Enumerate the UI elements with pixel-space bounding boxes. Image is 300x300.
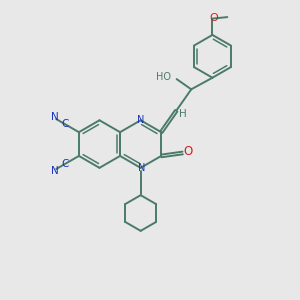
Text: C: C [61,159,69,169]
Text: O: O [183,145,193,158]
Text: N: N [51,167,59,176]
Text: H: H [179,109,187,119]
Text: C: C [61,119,69,129]
Text: N: N [51,112,59,122]
Text: HO: HO [156,72,171,82]
Text: O: O [209,13,218,23]
Text: N: N [137,115,144,125]
Text: N: N [138,164,145,173]
